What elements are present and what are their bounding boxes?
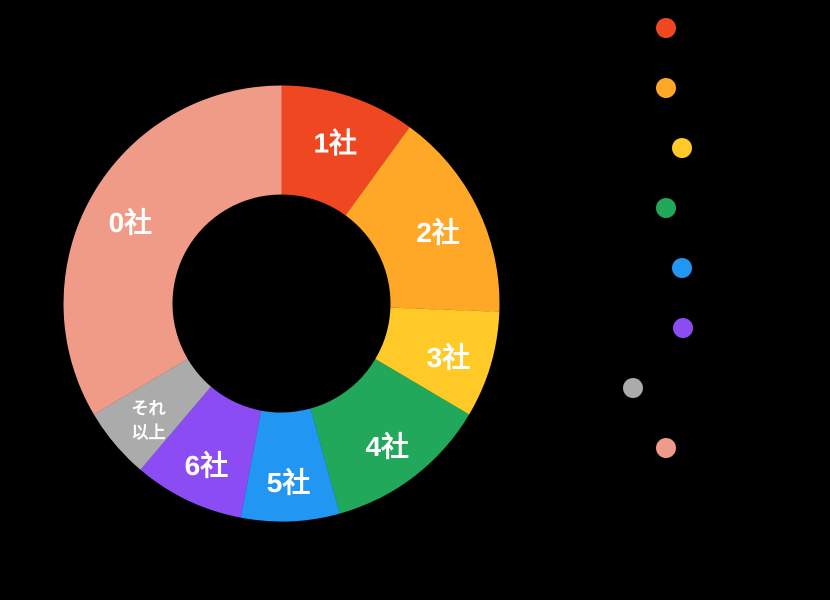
donut-slice-6社[interactable]	[140, 386, 262, 518]
slice-label-6社: 6社	[185, 450, 229, 481]
legend-dot-1社[interactable]	[656, 18, 676, 38]
donut-slice-それ以上[interactable]	[93, 358, 211, 470]
legend-dot-5社[interactable]	[672, 258, 692, 278]
donut-slice-2社[interactable]	[345, 127, 500, 312]
donut-slice-0社[interactable]	[63, 85, 282, 415]
slice-label-3社: 3社	[427, 342, 471, 373]
slice-label-2社: 2社	[416, 217, 460, 248]
slice-label-それ以上: それ以上	[131, 399, 165, 442]
legend-dot-0社[interactable]	[656, 438, 676, 458]
legend-dot-2社[interactable]	[656, 78, 676, 98]
legend-dot-3社[interactable]	[672, 138, 692, 158]
slice-label-4社: 4社	[365, 431, 409, 462]
donut-slice-5社[interactable]	[240, 408, 340, 522]
legend-dot-それ以上[interactable]	[623, 378, 643, 398]
slice-label-5社: 5社	[267, 467, 311, 498]
slice-label-1社: 1社	[313, 128, 357, 159]
legend-dot-6社[interactable]	[673, 318, 693, 338]
donut-slice-3社[interactable]	[375, 307, 500, 415]
legend-dot-4社[interactable]	[656, 198, 676, 218]
donut-slice-4社[interactable]	[310, 358, 470, 514]
slice-label-0社: 0社	[109, 207, 153, 238]
donut-slice-1社[interactable]	[281, 85, 410, 216]
